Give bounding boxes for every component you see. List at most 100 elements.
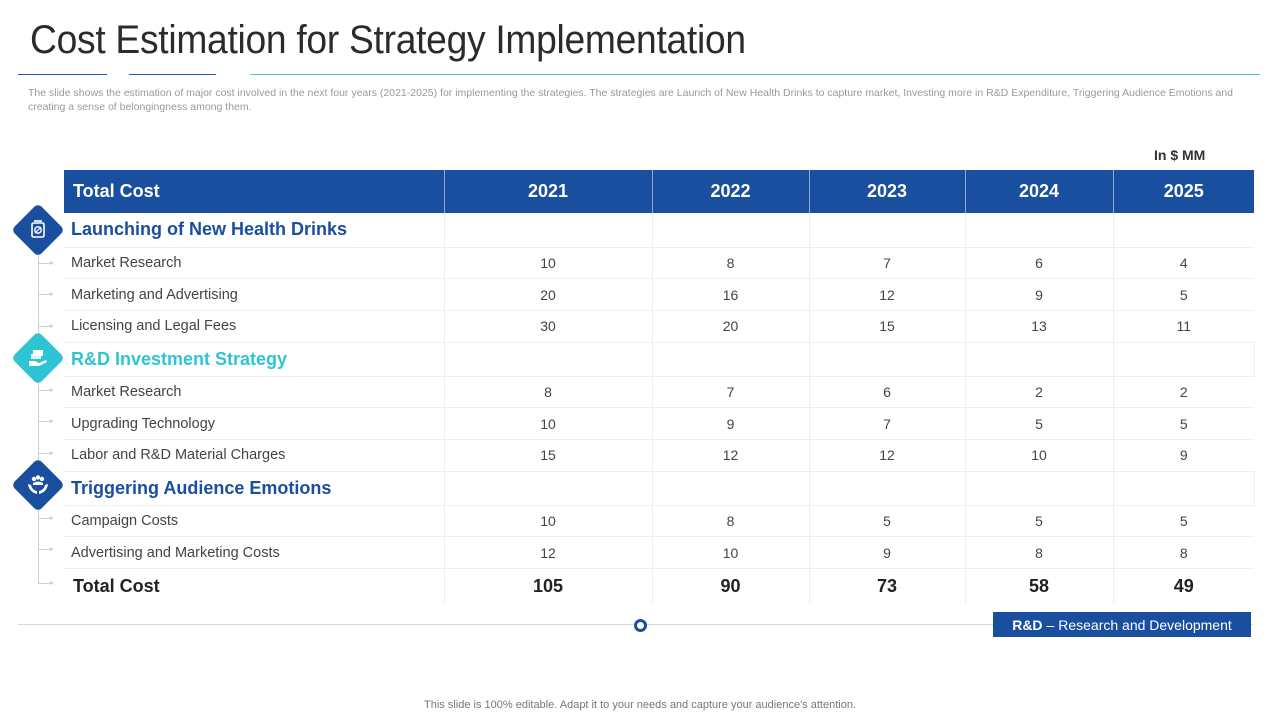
table-row: Market Research 8 7 6 2 2 xyxy=(64,376,1254,409)
table-row: Marketing and Advertising 20 16 12 9 5 xyxy=(64,278,1254,311)
group-row: Launching of New Health Drinks xyxy=(64,213,1254,248)
title-underline xyxy=(18,74,107,75)
timeline-line xyxy=(38,228,39,583)
title-underline xyxy=(250,74,1260,75)
header-cell: 2024 xyxy=(965,170,1114,213)
cell-value: 2 xyxy=(965,376,1114,409)
row-label: Market Research xyxy=(64,247,445,280)
cell-value: 10 xyxy=(444,247,653,280)
total-row: Total Cost 105 90 73 58 49 xyxy=(64,568,1254,604)
note-text: – Research and Development xyxy=(1046,616,1232,633)
timeline-tick xyxy=(38,581,54,585)
group-title: R&D Investment Strategy xyxy=(64,342,445,377)
group-title: Launching of New Health Drinks xyxy=(64,213,445,248)
cell-value: 5 xyxy=(1113,505,1254,538)
cell-value: 12 xyxy=(809,439,966,472)
cell-value: 2 xyxy=(1113,376,1254,409)
cell-value: 7 xyxy=(652,376,810,409)
cell-value: 20 xyxy=(652,310,810,343)
cell-value: 12 xyxy=(444,536,653,569)
cell-value: 8 xyxy=(965,536,1114,569)
cell-value: 12 xyxy=(652,439,810,472)
cell-value: 11 xyxy=(1113,310,1254,343)
timeline-tick xyxy=(38,419,54,423)
money-hand-icon xyxy=(11,331,65,385)
table-row: Licensing and Legal Fees 30 20 15 13 11 xyxy=(64,310,1254,343)
cell-value: 20 xyxy=(444,278,653,311)
cell-value: 10 xyxy=(652,536,810,569)
group-row: R&D Investment Strategy xyxy=(64,342,1255,377)
cell-value: 15 xyxy=(444,439,653,472)
slide-title: Cost Estimation for Strategy Implementat… xyxy=(30,18,746,62)
slide-description: The slide shows the estimation of major … xyxy=(28,87,1234,113)
row-label: Campaign Costs xyxy=(64,505,445,538)
table-row: Upgrading Technology 10 9 7 5 5 xyxy=(64,407,1254,440)
row-label: Labor and R&D Material Charges xyxy=(64,439,445,472)
divider-dot xyxy=(634,619,647,632)
cell-value: 30 xyxy=(444,310,653,343)
cell-value: 7 xyxy=(809,407,966,440)
timeline-tick xyxy=(38,292,54,296)
row-label: Marketing and Advertising xyxy=(64,278,445,311)
table-row: Campaign Costs 10 8 5 5 5 xyxy=(64,505,1254,538)
health-drink-icon xyxy=(11,203,65,257)
header-cell: 2023 xyxy=(809,170,966,213)
cell-value: 10 xyxy=(444,407,653,440)
table-row: Advertising and Marketing Costs 12 10 9 … xyxy=(64,536,1254,569)
cell-value: 5 xyxy=(1113,407,1254,440)
total-value: 90 xyxy=(652,568,810,604)
row-label: Market Research xyxy=(64,376,445,409)
people-hands-icon xyxy=(11,458,65,512)
header-cell: 2022 xyxy=(652,170,810,213)
cell-value: 5 xyxy=(1113,278,1254,311)
timeline-tick xyxy=(38,324,54,328)
cell-value: 5 xyxy=(965,407,1114,440)
cell-value: 9 xyxy=(809,536,966,569)
cell-value: 6 xyxy=(965,247,1114,280)
cell-value: 9 xyxy=(965,278,1114,311)
cell-value: 5 xyxy=(809,505,966,538)
cell-value: 6 xyxy=(809,376,966,409)
timeline-tick xyxy=(38,516,54,520)
total-value: 58 xyxy=(965,568,1114,604)
header-cell: 2021 xyxy=(444,170,653,213)
cell-value: 8 xyxy=(1113,536,1254,569)
total-value: 49 xyxy=(1173,575,1194,596)
cell-value: 5 xyxy=(965,505,1114,538)
row-label: Advertising and Marketing Costs xyxy=(64,536,445,569)
table-header-row: Total Cost 2021 2022 2023 2024 2025 xyxy=(64,170,1254,213)
total-value: 105 xyxy=(444,568,653,604)
cell-value: 10 xyxy=(965,439,1114,472)
total-label: Total Cost xyxy=(64,568,445,604)
title-underline xyxy=(129,74,216,75)
cell-value: 8 xyxy=(652,247,810,280)
row-label: Licensing and Legal Fees xyxy=(64,310,445,343)
cell-value: 10 xyxy=(444,505,653,538)
group-row: Triggering Audience Emotions xyxy=(64,471,1255,506)
cell-value: 12 xyxy=(809,278,966,311)
cell-value: 7 xyxy=(809,247,966,280)
cell-value: 15 xyxy=(809,310,966,343)
note-abbr: R&D xyxy=(1012,616,1043,633)
abbreviation-note: R&D – Research and Development xyxy=(993,612,1251,637)
cell-value: 9 xyxy=(1113,439,1254,472)
cell-value: 9 xyxy=(652,407,810,440)
group-title: Triggering Audience Emotions xyxy=(64,471,445,506)
cell-value: 16 xyxy=(652,278,810,311)
cell-value: 4 xyxy=(1113,247,1254,280)
footer-text: This slide is 100% editable. Adapt it to… xyxy=(424,699,856,711)
timeline-tick xyxy=(38,388,54,392)
cell-value: 8 xyxy=(444,376,653,409)
header-cell: 2025 xyxy=(1113,170,1254,213)
table-row: Market Research 10 8 7 6 4 xyxy=(64,247,1254,280)
unit-label: In $ MM xyxy=(1154,147,1206,163)
cost-table: Total Cost 2021 2022 2023 2024 2025 Laun… xyxy=(64,170,1255,604)
cell-value: 13 xyxy=(965,310,1114,343)
timeline-tick xyxy=(38,451,54,455)
cell-value: 8 xyxy=(652,505,810,538)
row-label: Upgrading Technology xyxy=(64,407,445,440)
timeline-tick xyxy=(38,261,54,265)
timeline-tick xyxy=(38,547,54,551)
header-cell: Total Cost xyxy=(64,170,445,213)
table-row: Labor and R&D Material Charges 15 12 12 … xyxy=(64,439,1254,472)
